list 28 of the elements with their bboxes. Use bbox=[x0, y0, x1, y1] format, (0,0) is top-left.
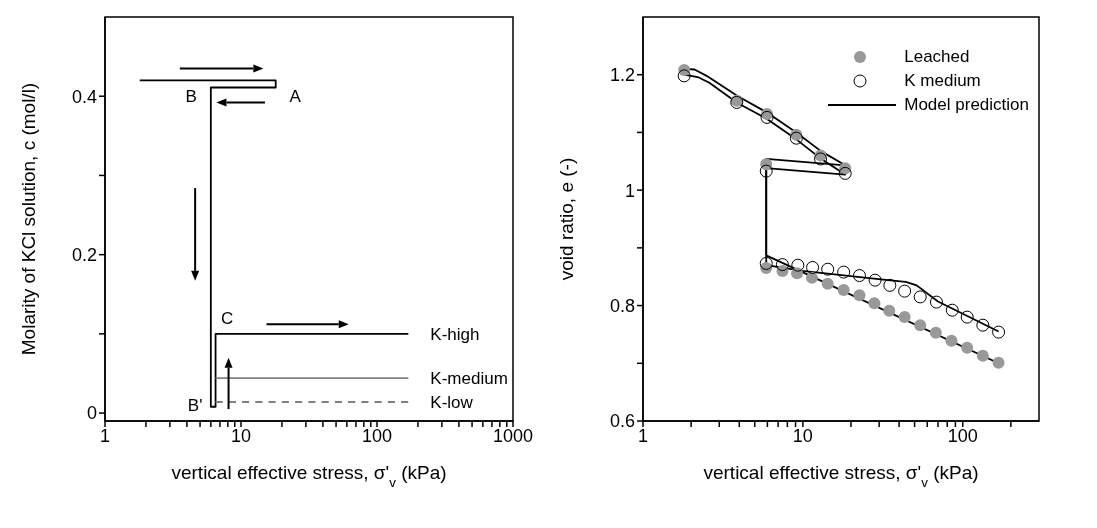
annotation: B bbox=[185, 87, 197, 107]
y-axis-title: Molarity of KCl solution, c (mol/l) bbox=[18, 82, 39, 356]
annotation: B' bbox=[187, 396, 203, 416]
legend-label: Model prediction bbox=[904, 95, 1029, 115]
y-tick-label: 1.2 bbox=[609, 65, 635, 86]
y-tick-label: 0 bbox=[86, 403, 97, 424]
legend-label: K medium bbox=[904, 71, 981, 91]
annotation: C bbox=[220, 309, 234, 329]
series-label: K-high bbox=[430, 324, 480, 344]
x-tick-label: 10 bbox=[792, 425, 813, 446]
y-tick-label: 0.2 bbox=[71, 245, 97, 266]
y-axis-title: void ratio, e (-) bbox=[556, 157, 577, 281]
x-tick-label: 10 bbox=[230, 425, 252, 446]
series-label: K-low bbox=[430, 392, 474, 412]
y-tick-label: 0.6 bbox=[609, 411, 635, 432]
x-tick-label: 100 bbox=[947, 425, 978, 446]
series-label: K-medium bbox=[430, 369, 508, 389]
x-axis-title: vertical effective stress, σ'$_{v}$ (kPa) bbox=[703, 462, 979, 490]
y-tick-label: 0.8 bbox=[609, 295, 635, 316]
legend-label: Leached bbox=[904, 47, 970, 67]
x-axis-title: vertical effective stress, σ'$_{v}$ (kPa) bbox=[171, 462, 447, 490]
x-tick-label: 1 bbox=[99, 425, 111, 446]
x-tick-label: 1000 bbox=[492, 425, 534, 446]
annotation: A bbox=[289, 87, 302, 107]
y-tick-label: 0.4 bbox=[71, 86, 97, 107]
x-tick-label: 1 bbox=[637, 425, 649, 446]
x-tick-label: 100 bbox=[361, 425, 393, 446]
y-tick-label: 1 bbox=[624, 180, 635, 201]
